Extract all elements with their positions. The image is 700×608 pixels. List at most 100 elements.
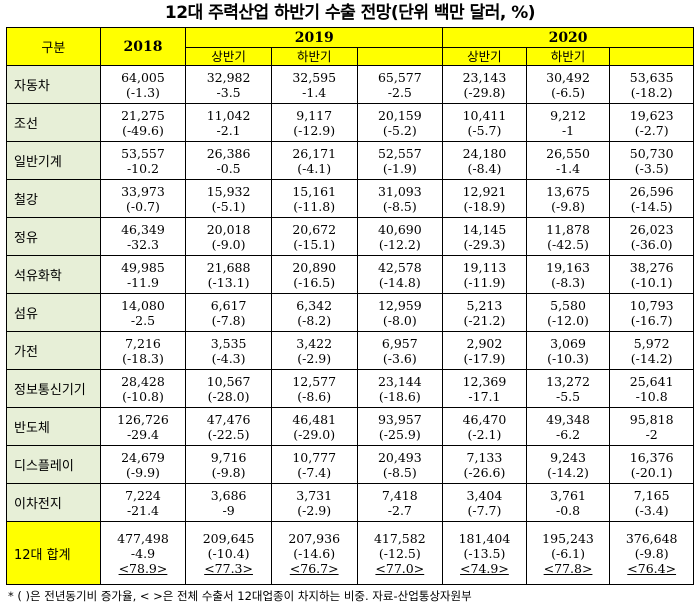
amount: 20,159: [377, 107, 422, 123]
amount: 7,224: [125, 487, 161, 503]
growth-rate: -1: [561, 122, 575, 138]
growth-rate: -1.4: [302, 84, 327, 100]
value-cell: 93,957 (-25.9): [356, 407, 444, 446]
value-cell: 49,985 -11.9: [99, 255, 187, 294]
growth-rate: -0.5: [216, 160, 241, 176]
amount: 13,675: [546, 183, 590, 199]
value-cell: 376,648 (-9.8) <76.4>: [609, 521, 694, 585]
amount: 23,144: [377, 373, 422, 389]
row-label: 12대 합계: [6, 521, 101, 585]
growth-rate: (-4.3): [211, 350, 246, 366]
value-cell: 19,113 (-11.9): [442, 255, 527, 294]
growth-rate: (-4.1): [297, 160, 332, 176]
amount: 38,276: [629, 259, 674, 275]
amount: 24,679: [121, 449, 165, 465]
value-cell: 24,679 (-9.9): [99, 445, 187, 484]
table-row: 이차전지 7,224 -21.4 3,686 -9 3,731 (-2.9) 7,418 -2.…: [6, 483, 694, 522]
value-cell: 26,596 (-14.5): [609, 179, 694, 218]
amount: 50,730: [629, 145, 674, 161]
header-2020-second-half: 하반기: [525, 47, 611, 66]
amount: 13,272: [546, 373, 590, 389]
amount: 15,161: [292, 183, 337, 199]
value-cell: 20,890 (-16.5): [270, 255, 358, 294]
growth-rate: -32.3: [126, 236, 159, 252]
amount: 23,143: [462, 69, 507, 85]
growth-rate: (-16.7): [630, 312, 673, 328]
growth-rate: (-2.9): [297, 502, 332, 518]
value-cell: 13,675 (-9.8): [525, 179, 611, 218]
growth-rate: (-8.5): [382, 198, 417, 214]
amount: 26,550: [546, 145, 590, 161]
amount: 95,818: [629, 411, 674, 427]
table-row: 섬유 14,080 -2.5 6,617 (-7.8) 6,342 (-8.2) 12,959…: [6, 293, 694, 332]
growth-rate: (-6.5): [551, 84, 585, 100]
growth-rate: (-3.5): [634, 160, 669, 176]
growth-rate: (-29.3): [463, 236, 506, 252]
growth-rate: (-18.9): [463, 198, 506, 214]
value-cell: 417,582 (-12.5) <77.0>: [356, 521, 444, 585]
amount: 25,641: [629, 373, 674, 389]
value-cell: 31,093 (-8.5): [356, 179, 444, 218]
growth-rate: (-18.6): [378, 388, 421, 404]
amount: 195,243: [542, 530, 594, 546]
growth-rate: (-12.0): [547, 312, 589, 328]
value-cell: 50,730 (-3.5): [609, 141, 694, 180]
value-cell: 195,243 (-6.1) <77.8>: [525, 521, 611, 585]
value-cell: 209,645 (-10.4) <77.3>: [185, 521, 272, 585]
growth-rate: (-20.1): [630, 464, 673, 480]
amount: 6,617: [210, 297, 247, 313]
value-cell: 126,726 -29.4: [99, 407, 187, 446]
value-cell: 11,878 (-42.5): [525, 217, 611, 256]
row-label: 이차전지: [6, 483, 101, 522]
value-cell: 26,023 (-36.0): [609, 217, 694, 256]
growth-rate: (-9.0): [211, 236, 246, 252]
growth-rate: (-49.6): [122, 122, 164, 138]
amount: 20,493: [377, 449, 422, 465]
table-title: 12대 주력산업 하반기 수출 전망(단위 백만 달러, %): [164, 3, 536, 23]
growth-rate: -29.4: [126, 426, 159, 442]
value-cell: 3,686 -9: [185, 483, 272, 522]
row-label: 디스플레이: [6, 445, 101, 484]
growth-rate: -6.2: [555, 426, 581, 442]
growth-rate: (-1.9): [382, 160, 417, 176]
value-cell: 38,276 (-10.1): [609, 255, 694, 294]
growth-rate: (-10.3): [547, 350, 589, 366]
value-cell: 33,973 (-0.7): [99, 179, 187, 218]
growth-rate: (-10.8): [122, 388, 164, 404]
value-cell: 5,213 (-21.2): [442, 293, 527, 332]
amount: 65,577: [377, 69, 422, 85]
amount: 26,386: [206, 145, 251, 161]
footnote: * ( )은 전년동기비 증가율, < >은 전체 수출서 12대업종이 차지하…: [8, 589, 472, 603]
growth-rate: (-9.8): [634, 545, 669, 561]
value-cell: 3,761 -0.8: [525, 483, 611, 522]
growth-rate: (-8.6): [297, 388, 332, 404]
growth-rate: (-25.9): [378, 426, 421, 442]
value-cell: 32,982 -3.5: [185, 65, 272, 104]
amount: 12,577: [292, 373, 337, 389]
value-cell: 20,672 (-15.1): [270, 217, 358, 256]
amount: 28,428: [121, 373, 165, 389]
amount: 181,404: [458, 530, 511, 546]
row-label: 반도체: [6, 407, 101, 446]
amount: 3,731: [296, 487, 333, 503]
table-row: 가전 7,216 (-18.3) 3,535 (-4.3) 3,422 (-2.9) 6,95…: [6, 331, 694, 370]
header-2020-first-half: 상반기: [442, 47, 527, 66]
amount: 21,688: [206, 259, 251, 275]
row-label: 석유화학: [6, 255, 101, 294]
growth-rate: (-18.2): [630, 84, 673, 100]
table-row: 철강 33,973 (-0.7) 15,932 (-5.1) 15,161 (-11.8) 3…: [6, 179, 694, 218]
value-cell: 15,161 (-11.8): [270, 179, 358, 218]
value-cell: 3,069 (-10.3): [525, 331, 611, 370]
amount: 42,578: [377, 259, 422, 275]
table-row: 조선 21,275 (-49.6) 11,042 -2.1 9,117 (-12.9) 20,…: [6, 103, 694, 142]
row-label: 정유: [6, 217, 101, 256]
value-cell: 53,557 -10.2: [99, 141, 187, 180]
growth-rate: (-12.5): [378, 545, 421, 561]
value-cell: 26,550 -1.4: [525, 141, 611, 180]
amount: 30,492: [546, 69, 590, 85]
value-cell: 3,404 (-7.7): [442, 483, 527, 522]
amount: 15,932: [206, 183, 251, 199]
value-cell: 3,422 (-2.9): [270, 331, 358, 370]
growth-rate: (-5.7): [467, 122, 502, 138]
value-cell: 46,481 (-29.0): [270, 407, 358, 446]
